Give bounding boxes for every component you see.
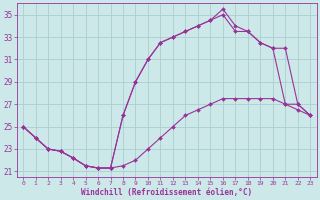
X-axis label: Windchill (Refroidissement éolien,°C): Windchill (Refroidissement éolien,°C) (81, 188, 252, 197)
